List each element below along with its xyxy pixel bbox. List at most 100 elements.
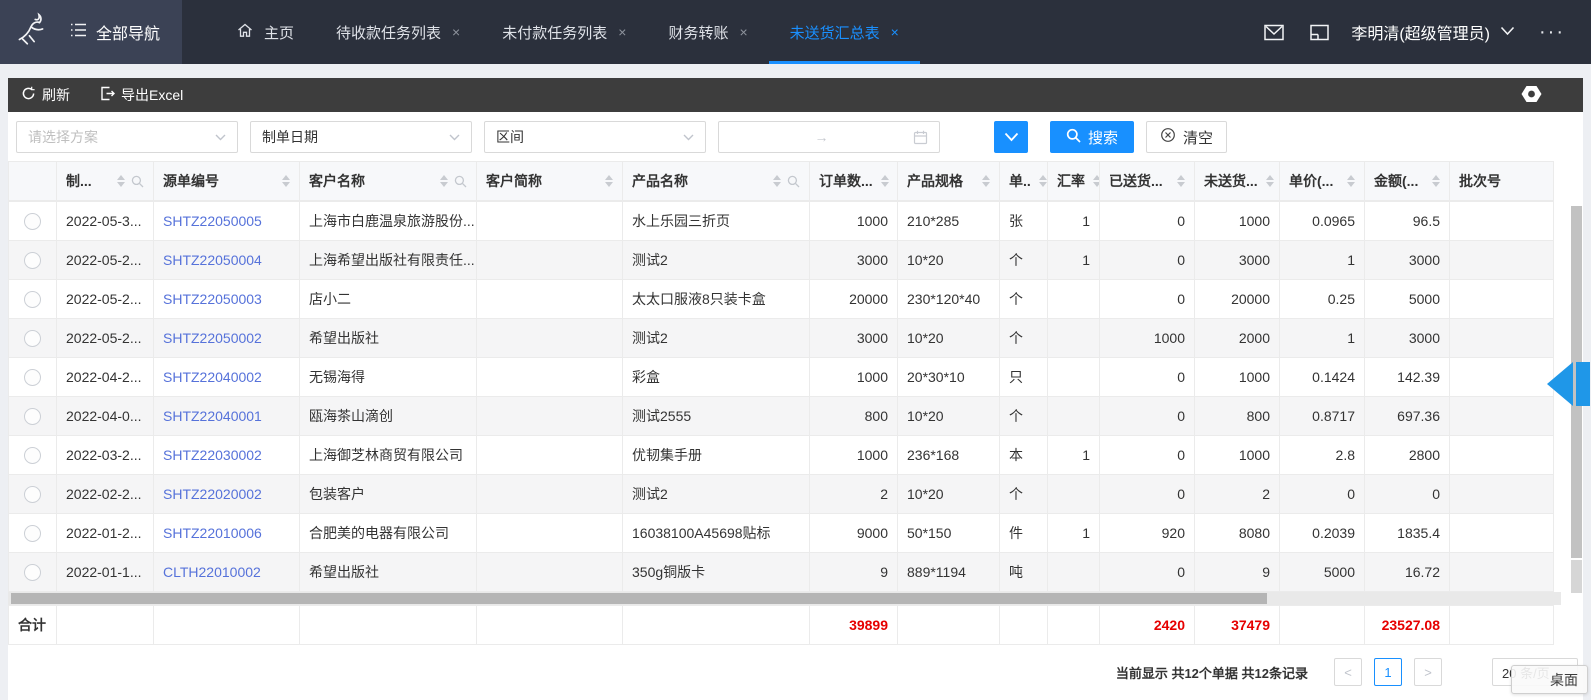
column-header[interactable]: 单价(...	[1279, 161, 1365, 201]
refresh-button[interactable]: 刷新	[21, 85, 70, 105]
close-icon[interactable]: ×	[618, 24, 627, 40]
plan-select[interactable]: 请选择方案	[16, 121, 238, 153]
sort-icon[interactable]	[769, 175, 781, 187]
nav-tab[interactable]: 主页	[216, 0, 315, 64]
source-doc-link[interactable]: SHTZ22050003	[163, 291, 262, 307]
table-row[interactable]: 2022-05-2... SHTZ22050003 店小二 太太口服液8只装卡盒 200…	[8, 279, 1554, 319]
sort-icon[interactable]	[113, 175, 125, 187]
table-row[interactable]: 2022-01-1... CLTH22010002 希望出版社 350g铜版卡 9 889…	[8, 552, 1554, 592]
date-range-input[interactable]: →	[718, 121, 940, 153]
sort-icon[interactable]	[1035, 175, 1047, 187]
horizontal-scrollbar-thumb[interactable]	[11, 593, 1267, 604]
current-page-button[interactable]: 1	[1374, 658, 1402, 686]
column-header[interactable]: 汇率	[1047, 161, 1100, 201]
source-doc-link[interactable]: SHTZ22010006	[163, 525, 262, 541]
row-radio[interactable]	[24, 290, 41, 308]
clear-button[interactable]: 清空	[1146, 121, 1228, 153]
source-doc-link[interactable]: CLTH22010002	[163, 564, 261, 580]
row-radio[interactable]	[24, 407, 41, 425]
source-doc-link[interactable]: SHTZ22030002	[163, 447, 262, 463]
sort-icon[interactable]	[1343, 175, 1355, 187]
column-header[interactable]: 客户名称	[299, 161, 477, 201]
row-radio[interactable]	[24, 212, 41, 230]
user-menu[interactable]: 李明清(超级管理员)	[1351, 20, 1515, 44]
column-header[interactable]: 已送货...	[1099, 161, 1195, 201]
source-doc-link[interactable]: SHTZ22040001	[163, 408, 262, 424]
app-logo[interactable]	[0, 0, 62, 64]
sort-icon[interactable]	[1089, 175, 1099, 187]
range-type-select[interactable]: 区间	[484, 121, 706, 153]
column-header[interactable]: 单..	[999, 161, 1048, 201]
row-radio[interactable]	[24, 446, 41, 464]
column-header[interactable]: 制...	[56, 161, 154, 201]
column-header[interactable]: 未送货...	[1194, 161, 1280, 201]
sort-icon[interactable]	[278, 175, 290, 187]
nav-tab[interactable]: 未付款任务列表 ×	[481, 0, 647, 64]
next-page-button[interactable]: >	[1414, 658, 1442, 686]
search-button[interactable]: 搜索	[1050, 121, 1135, 153]
column-header[interactable]	[8, 161, 57, 201]
close-icon[interactable]: ×	[890, 24, 899, 40]
table-row[interactable]: 2022-01-2... SHTZ22010006 合肥美的电器有限公司 160381…	[8, 513, 1554, 553]
table-row[interactable]: 2022-05-2... SHTZ22050002 希望出版社 测试2 3000 10*2…	[8, 318, 1554, 358]
column-search-icon[interactable]	[787, 175, 800, 188]
calendar-icon	[913, 130, 928, 145]
nav-all-label: 全部导航	[96, 26, 161, 43]
source-doc-link[interactable]: SHTZ22050002	[163, 330, 262, 346]
column-header[interactable]: 订单数...	[809, 161, 898, 201]
source-doc-link[interactable]: SHTZ22050004	[163, 252, 262, 268]
column-header[interactable]: 客户简称	[476, 161, 623, 201]
source-doc-link[interactable]: SHTZ22020002	[163, 486, 262, 502]
column-header[interactable]: 产品规格	[897, 161, 1000, 201]
sort-icon[interactable]	[1428, 175, 1440, 187]
sort-icon[interactable]	[436, 175, 448, 187]
row-radio[interactable]	[24, 329, 41, 347]
column-search-icon[interactable]	[131, 175, 144, 188]
column-header[interactable]: 金额(...	[1364, 161, 1450, 201]
sort-icon[interactable]	[978, 175, 990, 187]
row-radio[interactable]	[24, 251, 41, 269]
export-excel-button[interactable]: 导出Excel	[100, 85, 183, 105]
table-row[interactable]: 2022-04-2... SHTZ22040002 无锡海得 彩盒 1000 20*30*…	[8, 357, 1554, 397]
row-radio[interactable]	[24, 485, 41, 503]
table-row[interactable]: 2022-05-3... SHTZ22050005 上海市白鹿温泉旅游股份... 水上…	[8, 201, 1554, 241]
row-radio[interactable]	[24, 368, 41, 386]
source-doc-link[interactable]: SHTZ22040002	[163, 369, 262, 385]
sort-icon[interactable]	[1262, 175, 1274, 187]
source-doc-link[interactable]: SHTZ22050005	[163, 213, 262, 229]
column-header[interactable]: 源单编号	[153, 161, 300, 201]
row-radio[interactable]	[24, 563, 41, 581]
nav-tab[interactable]: 待收款任务列表 ×	[315, 0, 481, 64]
nav-tab[interactable]: 财务转账 ×	[647, 0, 768, 64]
side-panel-toggle-arrow-icon[interactable]	[1547, 362, 1573, 406]
cell: 20000	[1194, 279, 1280, 319]
side-panel-toggle-bar[interactable]	[1576, 362, 1590, 406]
prev-page-button[interactable]: <	[1334, 658, 1362, 686]
nav-all-button[interactable]: 全部导航	[62, 0, 183, 64]
cell: 16038100A45698贴标	[622, 513, 810, 553]
cell: 0	[1099, 279, 1195, 319]
table-row[interactable]: 2022-05-2... SHTZ22050004 上海希望出版社有限责任... 测试…	[8, 240, 1554, 280]
table-row[interactable]: 2022-04-0... SHTZ22040001 瓯海茶山滴创 测试2555 800 1…	[8, 396, 1554, 436]
table-row[interactable]: 2022-02-2... SHTZ22020002 包装客户 测试2 2 10*20 个 0 2…	[8, 474, 1554, 514]
workbench-icon[interactable]	[1310, 24, 1330, 41]
close-icon[interactable]: ×	[452, 24, 461, 40]
vertical-scrollbar-thumb-lower[interactable]	[1571, 560, 1582, 593]
sort-icon[interactable]	[877, 175, 889, 187]
mail-icon[interactable]	[1264, 24, 1285, 41]
column-header[interactable]: 批次号	[1449, 161, 1554, 201]
close-icon[interactable]: ×	[739, 24, 748, 40]
cell: SHTZ22030002	[153, 435, 300, 475]
sort-icon[interactable]	[1173, 175, 1185, 187]
expand-filters-button[interactable]	[994, 121, 1028, 153]
sort-icon[interactable]	[601, 175, 613, 187]
date-field-select[interactable]: 制单日期	[250, 121, 472, 153]
nav-tab[interactable]: 未送货汇总表 ×	[768, 0, 921, 64]
column-header[interactable]: 产品名称	[622, 161, 810, 201]
more-menu-button[interactable]: ···	[1539, 20, 1565, 43]
horizontal-scrollbar[interactable]	[8, 592, 1561, 605]
column-settings-button[interactable]	[1521, 85, 1542, 106]
row-radio[interactable]	[24, 524, 41, 542]
column-search-icon[interactable]	[454, 175, 467, 188]
table-row[interactable]: 2022-03-2... SHTZ22030002 上海御芝林商贸有限公司 优韧集手册…	[8, 435, 1554, 475]
